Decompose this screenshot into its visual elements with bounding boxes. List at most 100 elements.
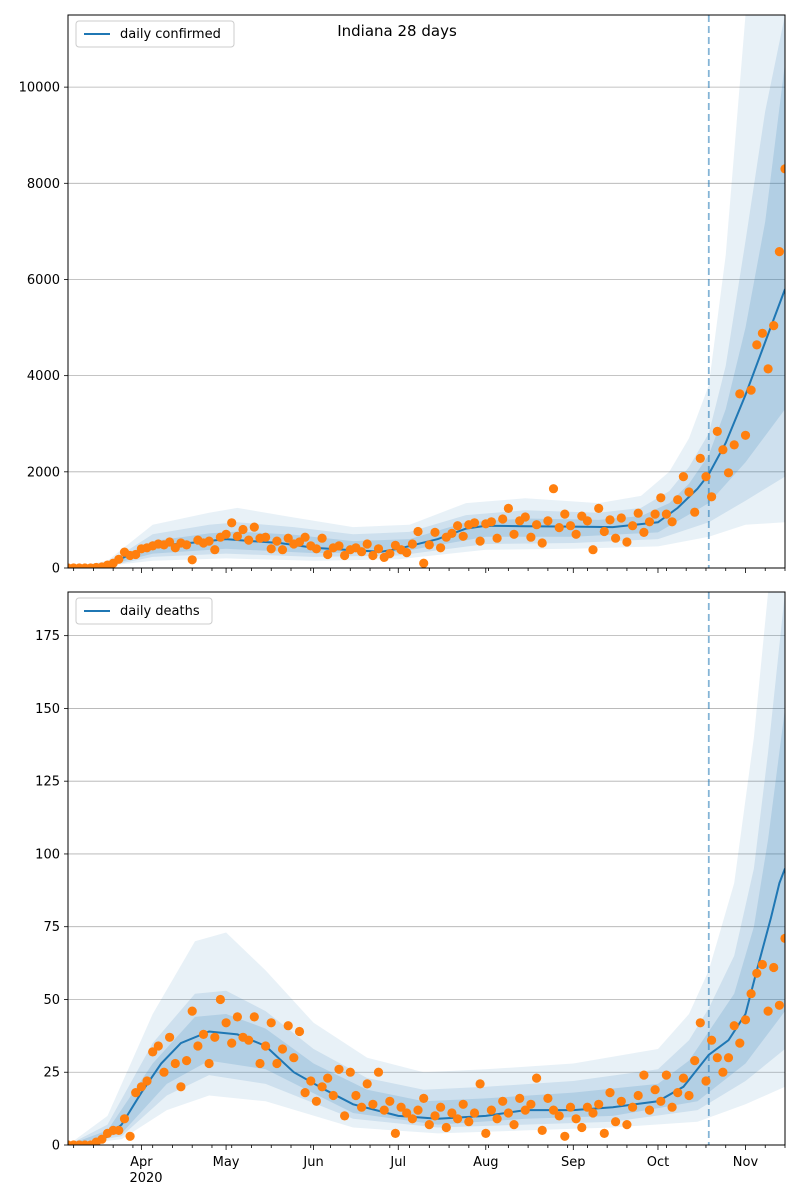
plot-data <box>68 15 785 568</box>
data-point <box>215 994 225 1005</box>
data-point <box>746 989 756 999</box>
data-point <box>684 487 694 497</box>
data-point <box>650 1085 660 1095</box>
data-point <box>362 1079 372 1089</box>
data-point <box>351 1090 361 1101</box>
uncertainty-band <box>68 592 785 1145</box>
data-point <box>407 1114 417 1124</box>
data-point <box>571 529 581 539</box>
data-point <box>498 514 508 524</box>
data-point <box>419 558 429 568</box>
data-point <box>311 1096 321 1106</box>
data-point <box>142 1076 152 1086</box>
data-point <box>763 364 773 374</box>
data-point <box>599 1128 609 1138</box>
data-point <box>690 1056 700 1066</box>
data-point <box>503 1108 513 1118</box>
x-tick-label: Nov <box>733 1155 759 1170</box>
data-point <box>244 535 254 545</box>
data-point <box>182 540 192 550</box>
data-point <box>317 533 327 543</box>
data-point <box>345 1067 355 1077</box>
data-point <box>232 1012 242 1022</box>
data-point <box>131 549 141 560</box>
data-point <box>469 518 480 528</box>
data-point <box>571 1114 581 1124</box>
data-point <box>543 1093 553 1103</box>
data-point <box>486 517 496 527</box>
data-point <box>729 1021 739 1031</box>
data-point <box>300 1088 310 1098</box>
data-point <box>187 555 197 565</box>
x-tick-label: Oct <box>647 1155 669 1170</box>
data-point <box>114 1125 124 1135</box>
data-point <box>323 1073 333 1083</box>
data-point <box>639 1070 649 1080</box>
data-point <box>453 1114 463 1124</box>
data-point <box>769 962 779 973</box>
uncertainty-band <box>68 592 785 1145</box>
data-point <box>328 1090 338 1101</box>
data-point <box>272 1058 282 1069</box>
data-point <box>695 1018 705 1028</box>
legend-box <box>75 597 213 625</box>
data-point <box>661 1070 672 1080</box>
data-point <box>684 1090 694 1101</box>
data-point <box>244 1035 254 1045</box>
data-point <box>447 528 457 539</box>
data-point <box>667 1102 677 1112</box>
data-point <box>385 549 395 559</box>
data-point <box>594 1099 604 1109</box>
data-point <box>622 1120 632 1130</box>
data-point <box>136 1082 146 1092</box>
data-point <box>148 1047 158 1057</box>
data-point <box>469 1108 480 1118</box>
data-point <box>616 513 626 523</box>
data-point <box>187 1006 197 1016</box>
data-point <box>757 959 768 970</box>
data-point <box>424 540 434 550</box>
data-point <box>650 509 660 519</box>
data-point <box>176 1082 186 1092</box>
chart-title: Indiana 28 days <box>337 22 457 40</box>
legend: daily confirmed <box>75 20 235 48</box>
data-point <box>611 1117 621 1127</box>
data-point <box>340 550 350 561</box>
data-point <box>701 472 711 482</box>
x-tick-label: Jun <box>302 1155 323 1170</box>
data-point <box>543 516 553 526</box>
data-point <box>673 495 683 505</box>
data-point <box>97 1134 107 1144</box>
data-point <box>379 1105 389 1115</box>
data-point <box>622 537 632 547</box>
y-tick-label: 6000 <box>27 273 60 288</box>
data-point <box>712 1053 722 1063</box>
data-point <box>594 503 604 513</box>
data-point <box>413 1105 423 1115</box>
data-point <box>780 933 785 943</box>
x-tick-label: Apr <box>130 1155 153 1170</box>
plot-frame <box>67 14 786 569</box>
data-point <box>735 389 745 399</box>
data-point <box>114 554 124 564</box>
data-point <box>520 512 530 522</box>
data-point <box>119 1114 130 1124</box>
data-point <box>774 1000 785 1010</box>
data-point <box>334 541 344 551</box>
y-tick-label: 125 <box>35 775 60 790</box>
data-point <box>639 527 649 538</box>
data-point <box>718 445 728 455</box>
data-point <box>661 509 672 519</box>
data-point <box>498 1096 508 1106</box>
data-point <box>560 509 570 519</box>
plot-data <box>68 592 785 1145</box>
data-point <box>131 1088 141 1098</box>
data-point <box>707 1035 717 1045</box>
data-point <box>515 1093 525 1103</box>
data-point <box>125 1131 135 1141</box>
data-point <box>165 1032 175 1042</box>
x-tick-label: Aug <box>473 1155 498 1170</box>
data-point <box>763 1006 773 1016</box>
data-point <box>227 1038 237 1048</box>
